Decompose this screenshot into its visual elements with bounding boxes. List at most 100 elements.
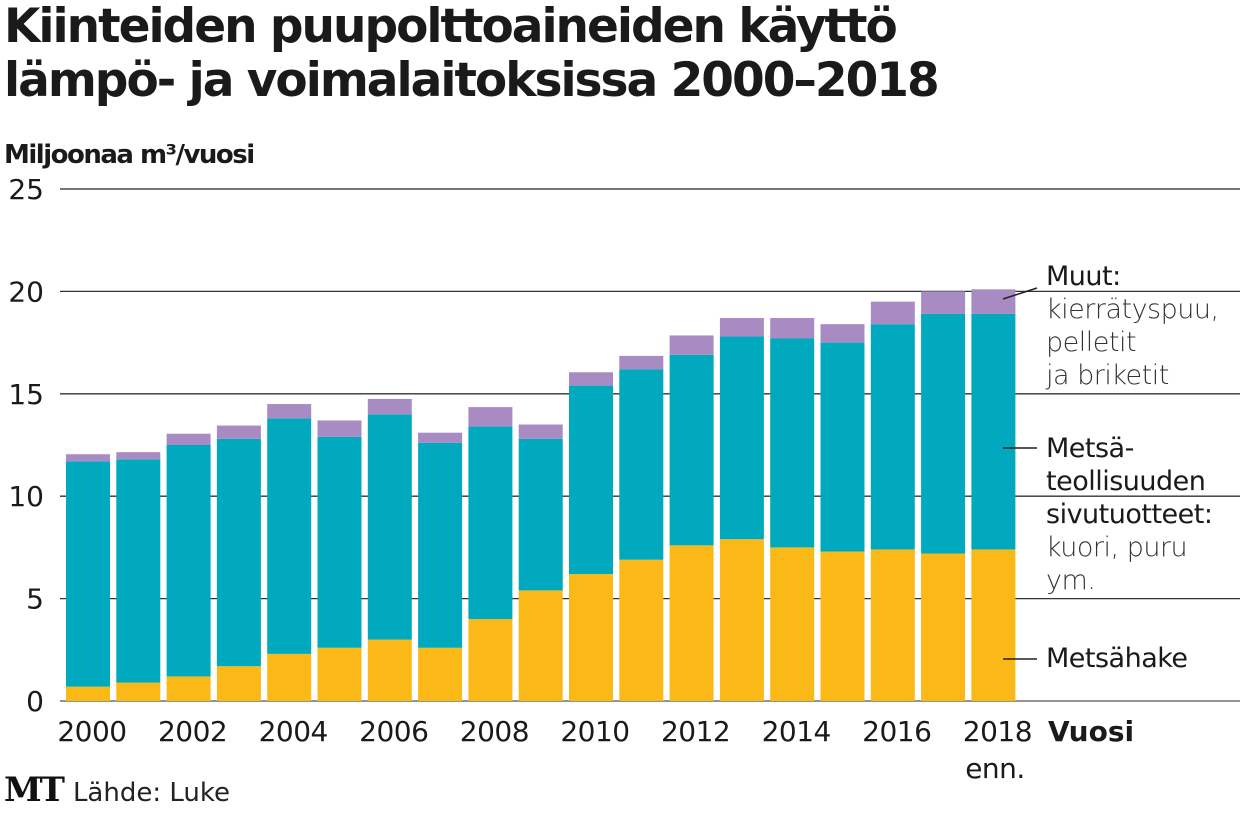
x-tick-labels: 2000 2002 2004 2006 2008 2010 2012 2014 2016 2018: [57, 715, 1032, 748]
legend-metsahake: Metsähake: [1046, 642, 1188, 675]
bar-muut-2008: [468, 407, 513, 427]
bar-muut-2016: [870, 301, 915, 325]
bar-sivutuotteet-2017: [921, 313, 966, 554]
x-tick-note-enn: enn.: [965, 752, 1025, 785]
bar-muut-2014: [770, 318, 815, 339]
y-tick-label: 0: [26, 685, 44, 718]
legend-muut-desc-2: pelletit: [1046, 327, 1137, 358]
bar-metsahake-2001: [116, 682, 161, 701]
x-tick-label-2012: 2012: [661, 715, 730, 748]
bar-metsahake-2014: [770, 547, 815, 701]
bar-metsahake-2004: [267, 653, 312, 701]
x-tick-label-2006: 2006: [359, 715, 428, 748]
bars: [66, 289, 1016, 701]
bar-muut-2003: [216, 425, 261, 439]
bar-sivutuotteet-2005: [317, 436, 362, 648]
bar-muut-2017: [921, 291, 966, 314]
legend-sivutuotteet: Metsä- teollisuuden sivutuotteet: kuori,…: [1046, 432, 1213, 597]
bar-sivutuotteet-2006: [367, 414, 412, 640]
bar-sivutuotteet-2003: [216, 438, 261, 667]
x-tick-label-2014: 2014: [762, 715, 831, 748]
bar-sivutuotteet-2014: [770, 338, 815, 548]
bar-metsahake-2002: [166, 676, 211, 701]
bar-sivutuotteet-2000: [66, 461, 110, 687]
bar-muut-2015: [820, 324, 865, 343]
bar-sivutuotteet-2001: [116, 459, 161, 683]
x-tick-label-2018: 2018: [963, 715, 1032, 748]
bar-muut-2000: [66, 454, 110, 462]
bar-muut-2001: [116, 452, 161, 460]
x-tick-label-2010: 2010: [560, 715, 629, 748]
y-tick-label: 15: [8, 378, 44, 411]
bar-metsahake-2005: [317, 647, 362, 701]
y-tick-label: 5: [26, 583, 44, 616]
legend-sivu-desc-1: kuori, puru: [1046, 532, 1188, 563]
x-tick-label-2000: 2000: [57, 715, 126, 748]
bar-metsahake-2000: [66, 686, 110, 701]
bar-muut-2007: [418, 432, 463, 443]
bar-muut-2009: [518, 424, 563, 439]
bar-sivutuotteet-2008: [468, 426, 513, 620]
bar-metsahake-2013: [719, 539, 764, 701]
x-axis-label: Vuosi: [1048, 715, 1134, 748]
bar-metsahake-2006: [367, 639, 412, 701]
x-tick-label-2004: 2004: [259, 715, 328, 748]
y-tick-label: 10: [8, 480, 44, 513]
bar-muut-2012: [669, 335, 714, 355]
bar-sivutuotteet-2013: [719, 336, 764, 540]
bar-muut-2013: [719, 318, 764, 337]
bar-metsahake-2010: [569, 574, 613, 701]
bar-metsahake-2007: [418, 647, 463, 701]
footer: MT Lähde: Luke: [4, 770, 230, 810]
y-tick-label: 25: [8, 173, 44, 206]
bar-metsahake-2009: [518, 590, 563, 701]
bar-sivutuotteet-2016: [870, 324, 915, 550]
bar-sivutuotteet-2009: [518, 438, 563, 591]
bar-sivutuotteet-2011: [619, 369, 664, 560]
bar-sivutuotteet-2010: [569, 385, 613, 575]
legend-sivu-title-3: sivutuotteet:: [1046, 499, 1213, 530]
y-tick-labels: 0 5 10 15 20 25: [8, 173, 44, 718]
bar-metsahake-2012: [669, 545, 714, 701]
bar-muut-2002: [166, 433, 211, 445]
bar-metsahake-2015: [820, 551, 865, 701]
x-tick-label-2002: 2002: [158, 715, 227, 748]
legend-leader-lines: [1002, 287, 1038, 660]
bar-sivutuotteet-2002: [166, 445, 211, 677]
leader-line-muut: [1002, 287, 1038, 300]
legend-sivu-title-2: teollisuuden: [1046, 466, 1206, 497]
legend-muut-desc-3: ja briketit: [1046, 360, 1169, 391]
title-line-2: lämpö- ja voimalaitoksissa 2000–2018: [4, 53, 940, 108]
y-axis-label: Miljoonaa m³/vuosi: [4, 140, 255, 170]
bar-muut-2011: [619, 355, 664, 370]
bar-metsahake-2003: [216, 666, 261, 701]
bar-metsahake-2017: [921, 553, 966, 701]
mt-logo: MT: [4, 770, 65, 810]
legend-muut-desc-1: kierrätyspuu,: [1046, 294, 1219, 325]
bar-muut-2018: [971, 289, 1016, 314]
bar-muut-2010: [569, 372, 613, 386]
legend-sivu-title-1: Metsä-: [1046, 433, 1134, 464]
bar-sivutuotteet-2015: [820, 342, 865, 552]
bar-sivutuotteet-2004: [267, 418, 312, 654]
bar-sivutuotteet-2012: [669, 354, 714, 546]
bar-muut-2005: [317, 420, 362, 437]
bar-metsahake-2011: [619, 559, 664, 701]
y-tick-label: 20: [8, 275, 44, 308]
bar-metsahake-2008: [468, 619, 513, 701]
bar-sivutuotteet-2018: [971, 313, 1016, 550]
legend-sivu-desc-2: ym.: [1046, 565, 1096, 596]
bar-muut-2006: [367, 398, 412, 415]
bar-metsahake-2018: [971, 549, 1016, 701]
chart-title: Kiinteiden puupolttoaineiden käyttö lämp…: [4, 0, 940, 108]
legend-muut-title: Muut:: [1046, 261, 1121, 292]
legend-hake-title: Metsähake: [1046, 643, 1188, 674]
bar-metsahake-2016: [870, 549, 915, 701]
bar-muut-2004: [267, 404, 312, 419]
legend-muut: Muut: kierrätyspuu, pelletit ja briketit: [1046, 260, 1219, 392]
x-tick-label-2016: 2016: [862, 715, 931, 748]
title-line-1: Kiinteiden puupolttoaineiden käyttö: [4, 0, 898, 54]
bar-sivutuotteet-2007: [418, 442, 463, 648]
source-text: Lähde: Luke: [72, 778, 230, 808]
